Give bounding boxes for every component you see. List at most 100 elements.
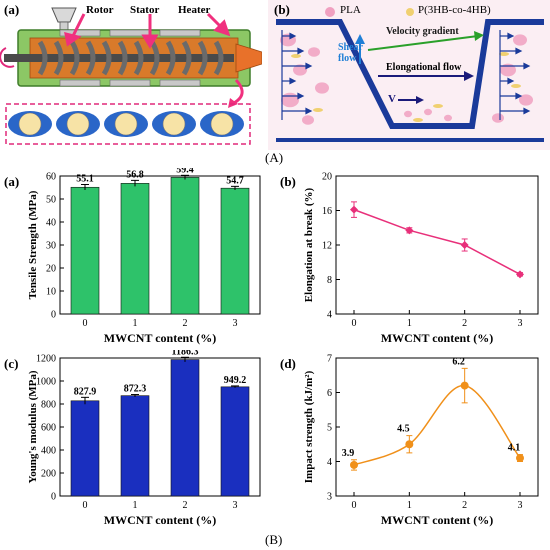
panel-label: (d) xyxy=(280,356,296,371)
velocity-profiles xyxy=(281,30,531,120)
data-label: 55.1 xyxy=(76,174,94,185)
bar xyxy=(70,186,100,315)
phb-droplet xyxy=(313,108,323,112)
die xyxy=(235,43,263,73)
data-label: 6.2 xyxy=(452,356,465,367)
x-tick-label: 1 xyxy=(133,500,138,511)
data-point xyxy=(516,270,524,279)
series-line xyxy=(353,208,521,275)
x-tick-label: 0 xyxy=(83,500,88,511)
series-curve xyxy=(353,384,521,466)
phb-droplet xyxy=(433,104,443,108)
profile-arrow-head xyxy=(289,77,297,85)
y-tick-label: 200 xyxy=(41,469,56,480)
plot-frame xyxy=(335,175,539,315)
profile-arrow-head xyxy=(297,92,305,100)
hopper-icon xyxy=(51,7,77,23)
figure-label-bottom: (B) xyxy=(265,532,283,547)
profile-arrow-head xyxy=(523,107,531,115)
x-tick-label: 2 xyxy=(183,500,188,511)
phb-droplet xyxy=(291,54,301,58)
panel-label: (b) xyxy=(280,174,296,189)
x-tick-label: 2 xyxy=(462,500,467,511)
label-velocity-gradient: Velocity gradient xyxy=(386,26,459,37)
y-axis-label: Elongation at break (%) xyxy=(303,187,315,302)
data-point xyxy=(405,440,414,449)
x-tick-label: 0 xyxy=(83,318,88,329)
y-tick-label: 20 xyxy=(322,172,332,183)
chart-tensile-strength: 0 10 20 30 40 50 60 0 1 2 3 MWCNT content (%) Tensil… xyxy=(0,164,272,348)
profile-arrow-head xyxy=(305,62,313,70)
phb-droplet xyxy=(511,84,521,88)
profile-arrow-head xyxy=(523,62,531,70)
label-v: V xyxy=(388,93,396,105)
x-axis-label: MWCNT content (%) xyxy=(104,513,216,527)
data-label: 949.2 xyxy=(224,375,247,386)
pla-droplet xyxy=(444,114,452,122)
figure-label-top: (A) xyxy=(265,150,284,165)
profile-arrow-head xyxy=(515,47,523,55)
x-axis-label: MWCNT content (%) xyxy=(104,331,216,345)
y-tick-label: 600 xyxy=(41,423,56,434)
bar xyxy=(120,395,150,497)
screw-flight xyxy=(85,40,96,76)
y-tick-label: 800 xyxy=(41,400,56,411)
legend-pla: PLA xyxy=(340,4,361,16)
x-tick-label: 0 xyxy=(352,318,357,329)
screw-flight xyxy=(117,40,128,76)
profile-arrow-head xyxy=(289,32,297,40)
y-tick-label: 0 xyxy=(51,310,56,321)
data-label: 4.5 xyxy=(397,424,410,435)
phb-droplet xyxy=(499,52,509,56)
screw-shaft xyxy=(4,54,234,62)
chart-svg-a: 0 10 20 30 40 50 60 0 1 2 3 MWCNT content (%) Tensil… xyxy=(4,164,261,345)
y-tick-label: 6 xyxy=(327,388,332,399)
pla-droplet xyxy=(308,47,320,57)
screw-flight xyxy=(213,40,224,76)
pla-droplet xyxy=(302,115,314,125)
y-tick-label: 8 xyxy=(327,275,332,286)
chart-svg-c: 0 200 400 600 800 1000 1200 0 1 2 3 MWCNT content (… xyxy=(4,346,261,527)
data-label: 827.9 xyxy=(74,386,97,397)
x-tick-label: 2 xyxy=(462,318,467,329)
bar xyxy=(170,177,200,315)
bar xyxy=(70,400,100,497)
y-axis-label: Tensile Strength (MPa) xyxy=(27,190,39,299)
x-axis-label: MWCNT content (%) xyxy=(381,513,493,527)
y-tick-label: 60 xyxy=(46,172,56,183)
channel-wall xyxy=(276,19,544,129)
profile-arrow-head xyxy=(297,47,305,55)
blend-zoom-box xyxy=(5,103,251,145)
y-tick-label: 4 xyxy=(327,457,332,468)
label-stator: Stator xyxy=(130,4,160,16)
flow-svg xyxy=(268,0,550,150)
phb-domain xyxy=(114,112,138,136)
y-axis-label: Impact strength (kJ/m²) xyxy=(303,370,315,483)
y-tick-label: 3 xyxy=(327,492,332,503)
data-point xyxy=(350,460,358,469)
y-tick-label: 1200 xyxy=(36,354,56,365)
screw-flight xyxy=(149,40,160,76)
profile-arrow-head xyxy=(507,77,515,85)
pla-droplet xyxy=(500,63,516,77)
panel-label-schematic-a: (a) xyxy=(4,2,20,17)
data-label: 59.4 xyxy=(176,168,194,175)
bar xyxy=(170,359,200,497)
y-tick-label: 50 xyxy=(46,195,56,206)
label-elongational-flow: Elongational flow xyxy=(386,62,462,73)
heater-bands xyxy=(59,29,201,87)
x-tick-label: 1 xyxy=(407,318,412,329)
x-tick-label: 3 xyxy=(518,500,523,511)
y-tick-label: 12 xyxy=(322,241,332,252)
pla-droplet xyxy=(513,34,527,46)
data-point xyxy=(350,205,358,214)
callout-arrows xyxy=(64,12,231,49)
y-tick-label: 10 xyxy=(46,287,56,298)
screw-flight xyxy=(69,40,80,76)
pla-droplet xyxy=(492,113,504,123)
data-label: 3.9 xyxy=(342,448,355,459)
phb-domain xyxy=(162,112,186,136)
chart-youngs-modulus: 0 200 400 600 800 1000 1200 0 1 2 3 MWCNT content (… xyxy=(0,346,272,530)
y-tick-label: 400 xyxy=(41,446,56,457)
pla-droplet xyxy=(404,110,412,118)
